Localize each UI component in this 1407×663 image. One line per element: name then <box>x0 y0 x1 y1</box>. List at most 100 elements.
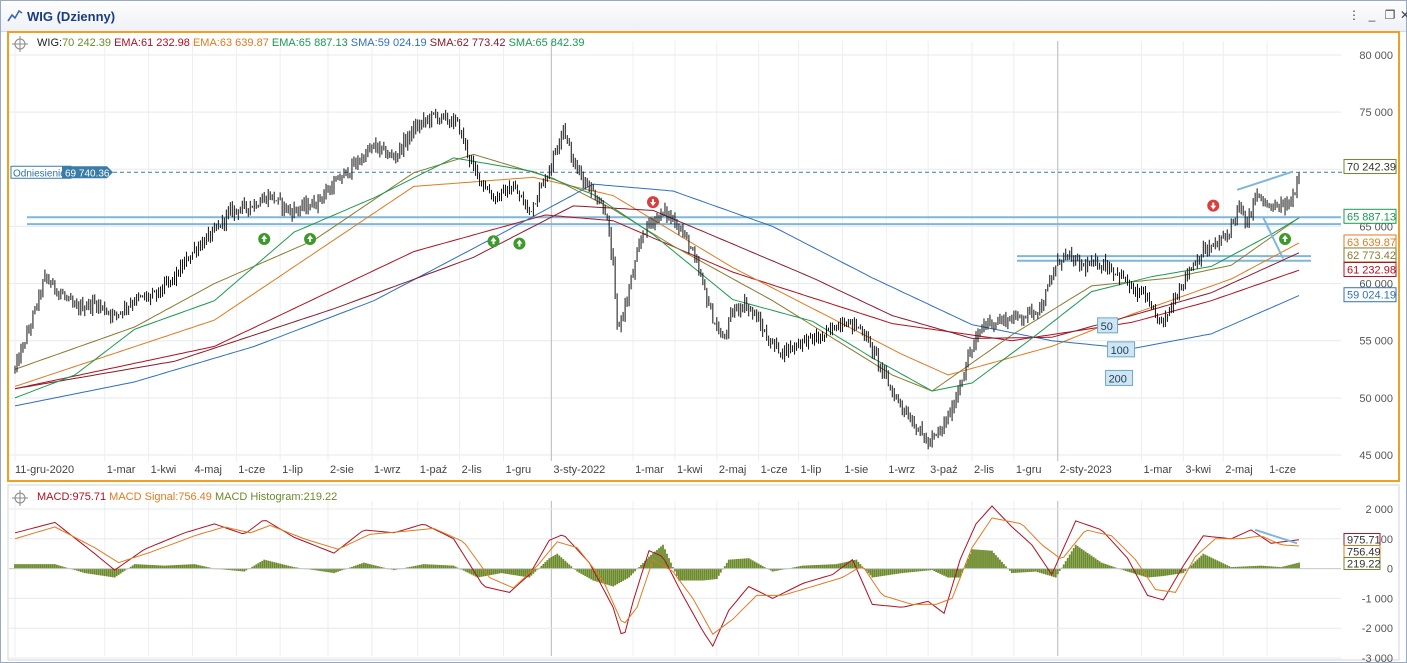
histogram-bar <box>482 568 485 577</box>
histogram-bar <box>95 568 98 575</box>
histogram-bar <box>937 568 940 573</box>
histogram-bar <box>353 566 355 569</box>
histogram-bar <box>147 564 150 569</box>
histogram-bar <box>881 568 884 577</box>
histogram-bar <box>725 562 728 569</box>
histogram-bar <box>1056 568 1059 575</box>
histogram-bar <box>1250 566 1253 569</box>
histogram-bar <box>1001 561 1003 569</box>
histogram-bar <box>831 564 834 569</box>
y-tick-label: 65 000 <box>1359 221 1393 233</box>
histogram-bar <box>997 557 999 569</box>
histogram-bar <box>1102 563 1105 569</box>
histogram-bar <box>287 565 290 569</box>
histogram-bar <box>271 561 274 569</box>
histogram-bar <box>911 568 914 573</box>
histogram-bar <box>410 566 413 569</box>
histogram-bar <box>811 565 814 569</box>
histogram-bar <box>440 565 443 569</box>
histogram-bar <box>869 568 872 576</box>
histogram-bar <box>253 565 256 569</box>
histogram-bar <box>833 564 836 569</box>
histogram-bar <box>755 562 758 569</box>
histogram-bar <box>839 563 842 569</box>
histogram-bar <box>909 568 912 573</box>
histogram-bar <box>707 568 710 580</box>
histogram-bar <box>1058 568 1061 571</box>
histogram-bar <box>590 568 593 580</box>
histogram-bar <box>478 568 481 578</box>
close-icon[interactable]: ✕ <box>1399 8 1407 22</box>
legend-macd-value: 975.71 <box>72 491 107 503</box>
minimize-icon[interactable]: _ <box>1368 8 1376 22</box>
histogram-bar <box>155 565 158 569</box>
histogram-bar <box>518 568 521 576</box>
histogram-bar <box>163 565 166 569</box>
histogram-bar <box>1262 565 1265 569</box>
restore-icon[interactable]: ❐ <box>1384 8 1396 22</box>
histogram-bar <box>1078 547 1081 569</box>
reference-value: 69 740.36 <box>65 168 110 179</box>
histogram-bar <box>819 564 822 569</box>
histogram-bar <box>205 566 208 569</box>
histogram-bar <box>109 568 112 577</box>
histogram-bar <box>87 568 90 574</box>
macd-y-tick-label: 0 <box>1387 564 1393 576</box>
x-tick-label: 2-lis <box>974 464 995 476</box>
histogram-bar <box>939 568 942 574</box>
histogram-bar <box>552 555 555 569</box>
histogram-bar <box>1154 568 1157 577</box>
legend-ema1-value: 61 232.98 <box>140 37 190 49</box>
histogram-bar <box>719 568 722 573</box>
histogram-bar <box>1020 568 1023 573</box>
histogram-bar <box>187 564 190 569</box>
y-tick-label: 45 000 <box>1359 450 1393 462</box>
histogram-bar <box>424 564 427 569</box>
histogram-bar <box>269 561 272 569</box>
histogram-bar <box>1176 568 1179 574</box>
histogram-bar <box>532 568 535 574</box>
histogram-bar <box>684 568 686 581</box>
macd-series-signal <box>14 517 1300 635</box>
histogram-bar <box>741 558 744 569</box>
histogram-bar <box>494 568 497 575</box>
histogram-bar <box>879 568 882 577</box>
x-tick-label: 2-lis <box>462 464 483 476</box>
histogram-bar <box>640 565 642 569</box>
histogram-bar <box>1232 567 1235 569</box>
histogram-bar <box>510 568 513 575</box>
histogram-bar <box>897 568 900 574</box>
histogram-bar <box>504 568 507 574</box>
histogram-bar <box>323 568 325 572</box>
legend-sma3-value: 65 842.39 <box>535 37 585 49</box>
legend-wig-value: 70 242.39 <box>62 37 111 49</box>
histogram-bar <box>731 559 734 569</box>
histogram-bar <box>325 568 327 572</box>
histogram-bar <box>717 568 720 576</box>
histogram-bar <box>554 554 557 569</box>
x-tick-label: 1-wrz <box>374 464 401 476</box>
histogram-bar <box>837 563 840 569</box>
legend-ema1-label: EMA: <box>114 37 141 49</box>
legend-ema3-value: 65 887.13 <box>298 37 348 49</box>
histogram-bar <box>921 568 924 572</box>
histogram-bar <box>739 558 742 569</box>
histogram-bar <box>101 568 104 576</box>
histogram-bar <box>241 568 244 572</box>
histogram-bar <box>522 568 525 577</box>
x-tick-label: 2-sty-2023 <box>1060 464 1112 476</box>
histogram-bar <box>1054 568 1057 578</box>
histogram-bar <box>1228 566 1231 569</box>
histogram-bar <box>594 568 597 582</box>
x-tick-label: 1-sie <box>844 464 868 476</box>
histogram-bar <box>803 565 806 569</box>
legend-hist-label: MACD Histogram: <box>214 491 304 503</box>
histogram-bar <box>185 564 188 569</box>
histogram-bar <box>648 556 650 569</box>
menu-icon[interactable]: ⋮ <box>1348 8 1360 22</box>
histogram-bar <box>999 559 1001 569</box>
histogram-bar <box>454 566 457 569</box>
histogram-bar <box>189 564 192 569</box>
histogram-bar <box>30 564 32 569</box>
